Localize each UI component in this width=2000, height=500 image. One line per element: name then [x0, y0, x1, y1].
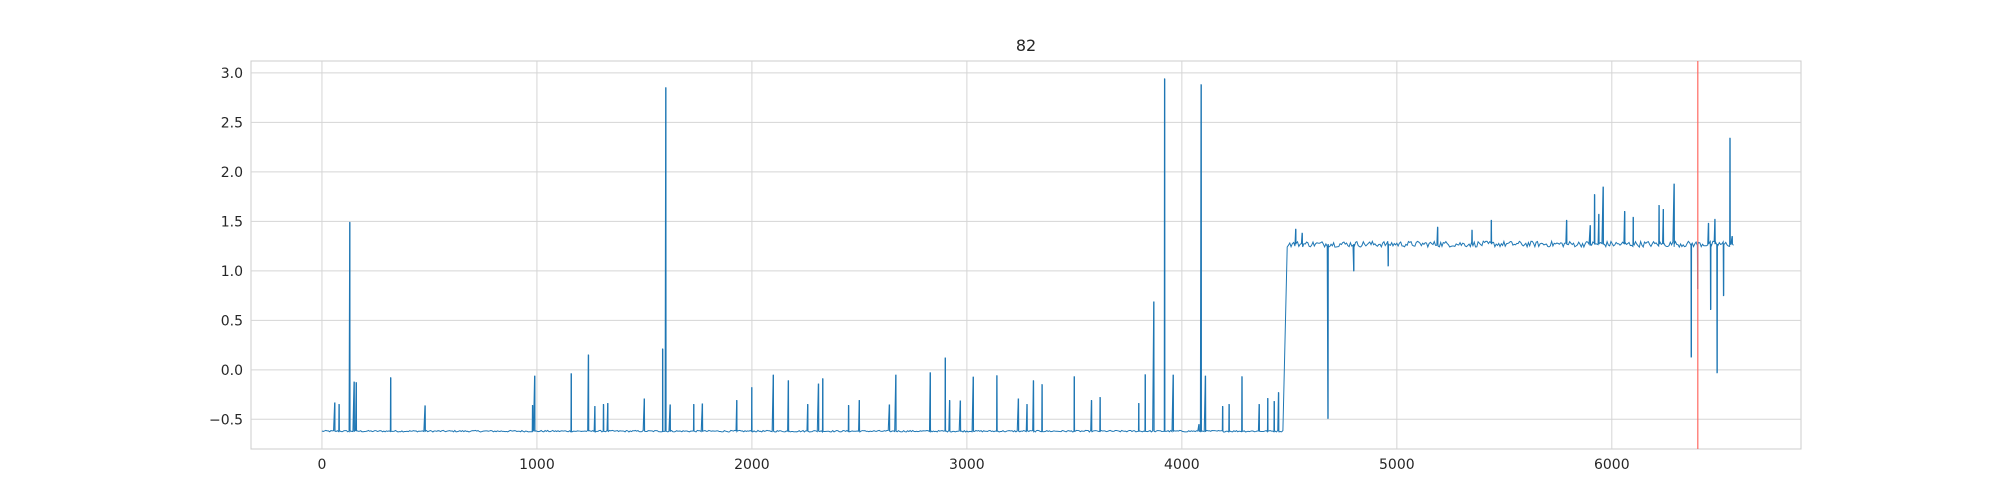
x-tick-label: 2000	[734, 457, 770, 473]
plot-area	[250, 60, 1802, 450]
x-tick-label: 3000	[949, 457, 985, 473]
y-tick-label: 1.5	[221, 214, 243, 230]
y-tick-label: 0.0	[221, 363, 243, 379]
y-tick-label: 0.5	[221, 313, 243, 329]
x-tick-label: 5000	[1379, 457, 1415, 473]
x-tick-label: 4000	[1164, 457, 1200, 473]
y-tick-label: 2.0	[221, 165, 243, 181]
y-tick-label: 3.0	[221, 66, 243, 82]
y-tick-label: 2.5	[221, 115, 243, 131]
y-tick-label: −0.5	[209, 412, 243, 428]
grid	[251, 61, 1801, 449]
x-tick-label: 6000	[1594, 457, 1630, 473]
y-ticks: −0.5 0.0 0.5 1.0 1.5 2.0 2.5 3.0	[209, 66, 243, 428]
x-tick-label: 1000	[519, 457, 555, 473]
chart-title: 82	[1016, 36, 1036, 55]
x-ticks: 0 1000 2000 3000 4000 5000 6000	[317, 457, 1629, 473]
y-tick-label: 1.0	[221, 264, 243, 280]
series-line	[321, 78, 1734, 434]
x-tick-label: 0	[317, 457, 326, 473]
